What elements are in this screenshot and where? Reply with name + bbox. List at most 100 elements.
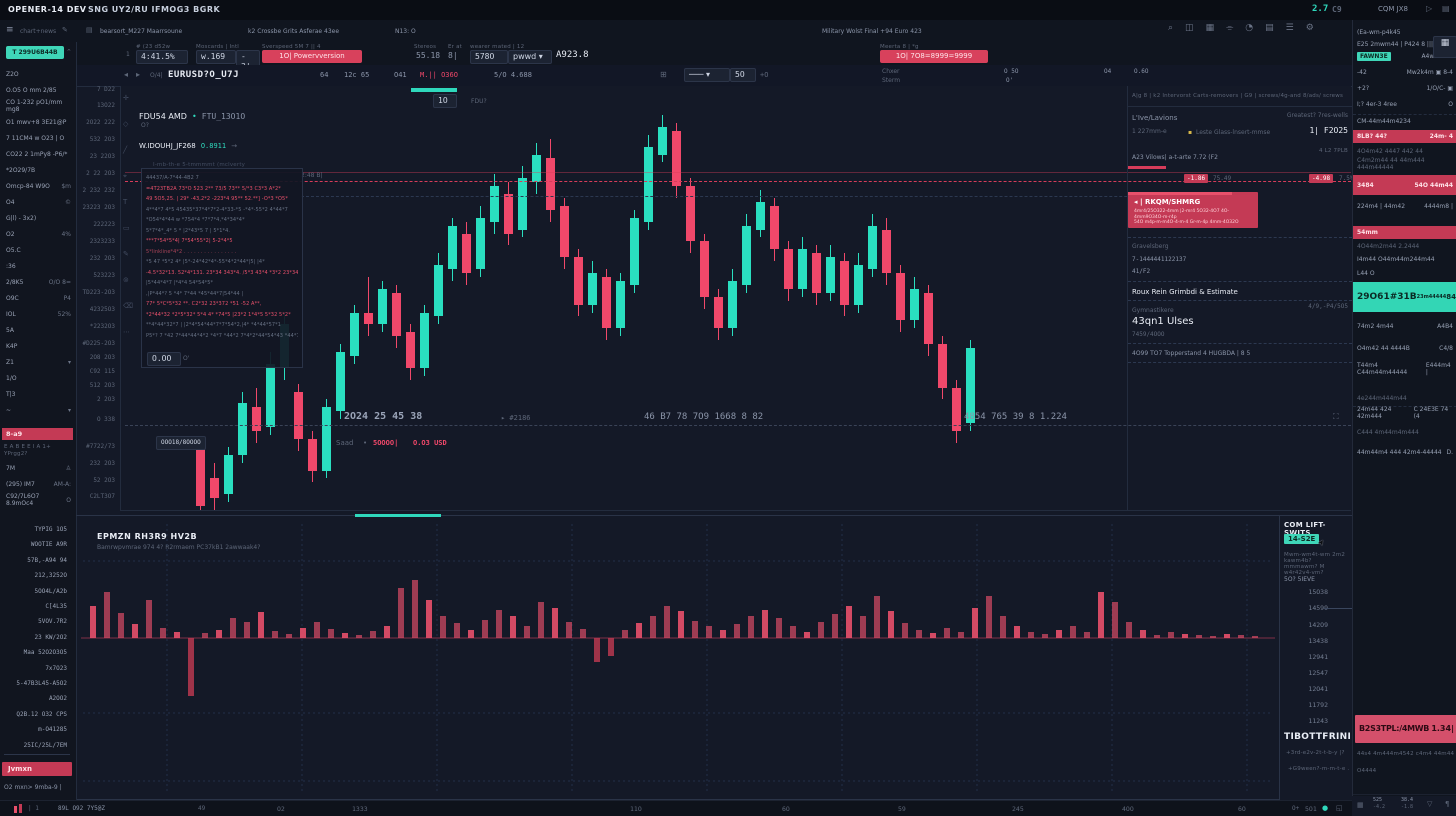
price-line-dashed[interactable] bbox=[125, 181, 1351, 182]
volaxis-badge[interactable]: 14-S2E bbox=[1284, 534, 1320, 544]
layout-icon[interactable]: ▤ bbox=[1442, 4, 1450, 13]
sell-button-2[interactable]: 1O| 7O8=8999=9999 bbox=[880, 50, 988, 63]
panel-row[interactable]: 8LB? 44? 24m- 4 bbox=[1353, 130, 1456, 143]
stats-red-button[interactable]: Jvmxn bbox=[2, 762, 72, 776]
panel-row[interactable]: 29O61#31B23m4444484B.C bbox=[1353, 282, 1456, 312]
nav-forward-icon[interactable]: ▸ bbox=[136, 70, 141, 79]
list-icon[interactable]: ☰ bbox=[1285, 23, 1294, 33]
watchlist-row[interactable]: K4P bbox=[0, 338, 75, 354]
watchlist-row[interactable]: O1 mwv+8 3E21@P bbox=[0, 114, 75, 130]
qr-icon[interactable]: ▦ bbox=[1433, 36, 1456, 58]
f6-input[interactable]: 578O bbox=[470, 50, 508, 64]
watchlist-row[interactable]: Omcp-84 W9O $m bbox=[0, 178, 75, 194]
alert-badge-right[interactable]: -4.98 bbox=[1309, 174, 1334, 183]
panel-row[interactable]: 44m44m4 444 42m4-44444 D. bbox=[1353, 446, 1456, 459]
alert-badge-left[interactable]: -1.86 bbox=[1184, 174, 1209, 183]
plus-value[interactable]: +O bbox=[760, 71, 769, 79]
watchlist-row[interactable]: G|l) - 3x2) bbox=[0, 210, 75, 226]
status-corner1[interactable]: O+ bbox=[1292, 805, 1300, 812]
panel-row[interactable]: 54mm bbox=[1353, 226, 1456, 239]
expand-icon[interactable]: ⛶ bbox=[1333, 412, 1339, 421]
watchlist-row[interactable]: *2O29/7B bbox=[0, 162, 75, 178]
sidebar-red-chip[interactable]: 8-a9 bbox=[2, 428, 73, 440]
watchlist-row[interactable]: O.O5 O mm 2/85 bbox=[0, 82, 75, 98]
f6-select[interactable]: pwwd ▾ bbox=[508, 50, 552, 64]
status-dot-icon[interactable]: ● bbox=[1322, 804, 1329, 812]
menu-icon[interactable]: ≡ bbox=[6, 25, 14, 35]
teal-chip[interactable]: FAWN3E bbox=[1357, 52, 1391, 61]
f2-input[interactable]: w.169 bbox=[196, 50, 236, 64]
panel-row[interactable]: -42 Mw2k4m ▣ 8-4 bbox=[1353, 66, 1456, 79]
draw-tool-icon[interactable]: ⌫ bbox=[123, 302, 133, 310]
watchlist-row[interactable]: ~ ▾ bbox=[0, 402, 75, 418]
watchlist-row[interactable]: O9C P4 bbox=[0, 290, 75, 306]
risk-alert-card[interactable]: ◂ | RKQM/SHMRG 4mr4/25O322-4mm |2-mr4 5O… bbox=[1128, 192, 1258, 228]
draw-tool-icon[interactable]: ◇ bbox=[123, 120, 129, 128]
widget-value-box[interactable]: 1O bbox=[433, 94, 457, 108]
rp-filter-icon[interactable]: ▽ bbox=[1427, 800, 1433, 808]
draw-tool-icon[interactable]: ✛ bbox=[123, 94, 129, 102]
watchlist-row[interactable]: T|3 bbox=[0, 386, 75, 402]
draw-tool-icon[interactable]: ▭ bbox=[123, 224, 130, 232]
panel-row[interactable]: 224m4 | 44m42 4444m8 | bbox=[1353, 200, 1456, 213]
watchlist-row[interactable]: O5.C bbox=[0, 242, 75, 258]
panel-row[interactable]: T44m4 C44m44m44444 E444m4 | bbox=[1353, 362, 1456, 376]
sidebar-footer-row[interactable]: (295) IM7 AM-A: bbox=[0, 476, 75, 492]
nav-back-icon[interactable]: ◂ bbox=[124, 70, 129, 79]
rp-misc-icon[interactable]: ¶ bbox=[1445, 800, 1450, 808]
panel-row[interactable]: O4m42 44 4444B C4/8 bbox=[1353, 342, 1456, 355]
draw-tool-icon[interactable]: T bbox=[123, 198, 128, 206]
clock-icon[interactable]: ◔ bbox=[1245, 23, 1254, 33]
doc-icon[interactable]: ▤ bbox=[86, 26, 93, 34]
watchlist-row[interactable]: O4 © bbox=[0, 194, 75, 210]
draw-tool-icon[interactable]: ╱ bbox=[123, 146, 128, 154]
nav-left-label[interactable]: chart+news bbox=[20, 28, 57, 35]
sidebar-footer-row[interactable]: 7M ♙ bbox=[0, 460, 75, 476]
panel-row[interactable]: E25 2mwm44 | P424 8 ||| bbox=[1353, 38, 1456, 51]
draw-tool-icon[interactable]: ⋯ bbox=[123, 328, 130, 336]
panel-row[interactable]: (Ea-wm-p4k45 bbox=[1353, 26, 1456, 39]
watchlist-row[interactable]: IOL 52% bbox=[0, 306, 75, 322]
legend-symbol[interactable]: FDU54 AMD bbox=[139, 112, 187, 121]
volume-pane[interactable]: EPMZN RH3R9 HV2B Bamrwpvmrae 974 4? R2rm… bbox=[76, 514, 1280, 800]
interval-select[interactable]: ─── ▾ bbox=[684, 68, 730, 82]
screenshot-icon[interactable]: ⌕ bbox=[1168, 23, 1174, 33]
rp-grid-icon[interactable]: ▦ bbox=[1357, 801, 1364, 809]
watchlist-row[interactable]: :36 bbox=[0, 258, 75, 274]
sidebar-footer-row[interactable]: C92/7L6O7 8.9mOc4 O bbox=[0, 492, 75, 508]
panel-row[interactable]: L44 O bbox=[1353, 267, 1456, 280]
panel-row[interactable]: 3484 54O 44m44 bbox=[1353, 175, 1456, 195]
symbol-name[interactable]: EURUSD?O_U7J bbox=[168, 70, 240, 80]
watchlist-row[interactable]: 2/8K5 O/O 8= bbox=[0, 274, 75, 290]
watchlist-row[interactable]: O2 4% bbox=[0, 226, 75, 242]
draw-tool-icon[interactable]: ⌖ bbox=[123, 172, 127, 180]
panels-icon[interactable]: ▤ bbox=[1265, 23, 1274, 33]
settings-icon[interactable]: ⚙ bbox=[1305, 23, 1314, 33]
watchlist-row[interactable]: 7 11CM4 w O23 | O bbox=[0, 130, 75, 146]
panel-row[interactable]: +2? 1/O/C- ▣ bbox=[1353, 82, 1456, 95]
panel-row[interactable]: 74m2 4m44 A4B4 bbox=[1353, 320, 1456, 333]
edit-icon[interactable]: ✎ bbox=[62, 26, 68, 34]
overlay-input[interactable]: O.OO bbox=[147, 352, 181, 366]
grid-layout-icon[interactable]: ▦ bbox=[1205, 23, 1215, 33]
draw-tool-icon[interactable]: ⊚ bbox=[123, 276, 129, 284]
watchlist-row[interactable]: 1/O bbox=[0, 370, 75, 386]
grid-icon[interactable]: ⊞ bbox=[660, 70, 667, 79]
watchlist-row[interactable]: Z1 ▾ bbox=[0, 354, 75, 370]
indicator-name[interactable]: W.IDOUHJ_JF268 bbox=[139, 142, 196, 150]
candlestick-canvas[interactable] bbox=[121, 86, 1351, 510]
watchlist-row[interactable]: 5A bbox=[0, 322, 75, 338]
panel-row[interactable]: CM-44m44m4234 bbox=[1353, 114, 1456, 127]
status-box-icon[interactable]: ◱ bbox=[1336, 804, 1343, 812]
count-box[interactable]: 5O bbox=[730, 68, 756, 82]
compare-icon[interactable]: ⌯ bbox=[1226, 23, 1234, 33]
panel-row[interactable]: I4m44 O44m44m244m44 bbox=[1353, 253, 1456, 266]
watchlist-row[interactable]: CO22 2 1mPy8 -P6/* bbox=[0, 146, 75, 162]
watchlist-row[interactable]: CO 1-232 pO1/mm mg8 bbox=[0, 98, 75, 114]
panel-row[interactable]: I;? 4er-3 4ree O bbox=[1353, 98, 1456, 111]
sell-button[interactable]: 1O| Powervversion bbox=[262, 50, 362, 63]
right-panel-banner[interactable]: B2S3TPL:/4MWB 1.34| bbox=[1355, 715, 1456, 743]
watchlist-row[interactable]: Z2O bbox=[0, 66, 75, 82]
draw-tool-icon[interactable]: ✎ bbox=[123, 250, 129, 258]
play-icon[interactable]: ▷ bbox=[1426, 4, 1433, 13]
